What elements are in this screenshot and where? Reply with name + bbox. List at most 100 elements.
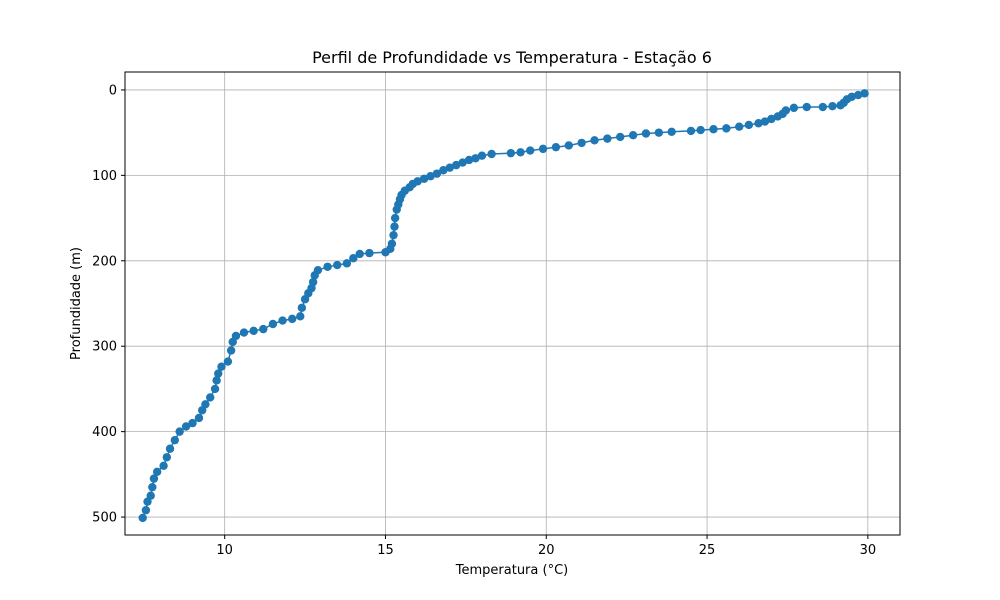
data-point (141, 506, 151, 515)
data-point (268, 319, 278, 329)
data-point (278, 316, 287, 325)
y-axis: 0 100 200 300 400 500 (92, 83, 125, 526)
data-point (506, 148, 516, 158)
data-point (516, 148, 525, 157)
data-point (709, 125, 718, 134)
data-point (458, 158, 467, 167)
data-point (390, 222, 399, 231)
y-tick-label: 200 (92, 254, 117, 269)
data-point (323, 262, 332, 271)
data-point (773, 112, 783, 121)
data-point (802, 102, 811, 112)
data-point (432, 169, 442, 178)
data-point (288, 314, 297, 324)
data-point (138, 513, 147, 523)
x-tick-label: 25 (699, 543, 716, 558)
data-point (564, 141, 573, 150)
x-axis: 10 15 20 25 30 (216, 535, 876, 558)
data-point (477, 151, 487, 160)
data-point (744, 120, 754, 130)
data-point (239, 328, 249, 337)
data-point (419, 174, 429, 183)
data-point (206, 393, 215, 402)
chart-title: Perfil de Profundidade vs Temperatura - … (312, 48, 712, 67)
data-point (390, 213, 400, 223)
data-series (138, 89, 869, 523)
data-point (452, 160, 461, 170)
data-point (188, 418, 197, 428)
x-tick-label: 10 (216, 543, 233, 558)
y-tick-label: 0 (109, 83, 117, 98)
data-point (654, 128, 664, 137)
x-tick-label: 15 (377, 543, 394, 558)
data-point (735, 122, 744, 131)
data-point (181, 422, 191, 431)
data-point (603, 134, 612, 143)
data-point (445, 163, 454, 172)
data-point (590, 136, 599, 145)
data-point (162, 453, 172, 462)
data-point (392, 205, 401, 214)
data-point (210, 384, 220, 394)
data-point (667, 127, 676, 136)
data-point (259, 324, 268, 334)
data-point (214, 369, 223, 378)
x-tick-label: 30 (860, 543, 877, 558)
data-point (616, 132, 625, 142)
y-tick-label: 400 (92, 425, 117, 440)
data-point (297, 303, 307, 312)
data-point (159, 461, 168, 471)
data-point (551, 142, 561, 152)
data-point (149, 474, 159, 483)
data-point (836, 101, 845, 110)
plot-frame (124, 71, 901, 536)
y-tick-label: 300 (92, 340, 117, 355)
data-point (333, 260, 342, 270)
data-point (349, 254, 358, 263)
data-point (148, 482, 157, 492)
data-point (426, 172, 435, 181)
x-axis-label: Temperatura (°C) (455, 563, 568, 578)
data-point (300, 295, 310, 304)
data-point (538, 144, 548, 154)
data-point (223, 357, 233, 366)
data-point (828, 101, 837, 111)
data-point (525, 146, 535, 155)
data-point (471, 154, 480, 163)
data-point (487, 149, 496, 159)
data-point (686, 126, 696, 136)
data-point (860, 89, 869, 98)
data-point (381, 248, 390, 257)
data-point (228, 337, 237, 347)
data-point (760, 117, 770, 126)
data-point (365, 248, 374, 258)
y-tick-label: 500 (92, 511, 117, 526)
data-point (194, 413, 204, 423)
y-axis-label: Profundidade (m) (69, 247, 84, 360)
data-point (789, 103, 799, 113)
data-point (152, 467, 162, 476)
data-point (696, 125, 705, 135)
x-tick-label: 20 (538, 543, 555, 558)
data-point (342, 259, 352, 268)
data-point (464, 155, 474, 165)
data-point (217, 362, 226, 371)
data-point (249, 326, 258, 336)
data-point (439, 166, 448, 175)
data-point (853, 90, 863, 100)
data-point (389, 230, 398, 240)
data-point (197, 406, 207, 415)
data-point (722, 124, 731, 133)
data-point (628, 131, 638, 140)
data-point (577, 138, 586, 148)
data-point (143, 497, 152, 506)
data-point (170, 435, 180, 445)
data-point (641, 129, 651, 138)
data-point (310, 271, 319, 280)
data-point (355, 249, 364, 259)
data-point (226, 346, 236, 355)
data-point (175, 427, 184, 436)
data-point (212, 376, 221, 385)
